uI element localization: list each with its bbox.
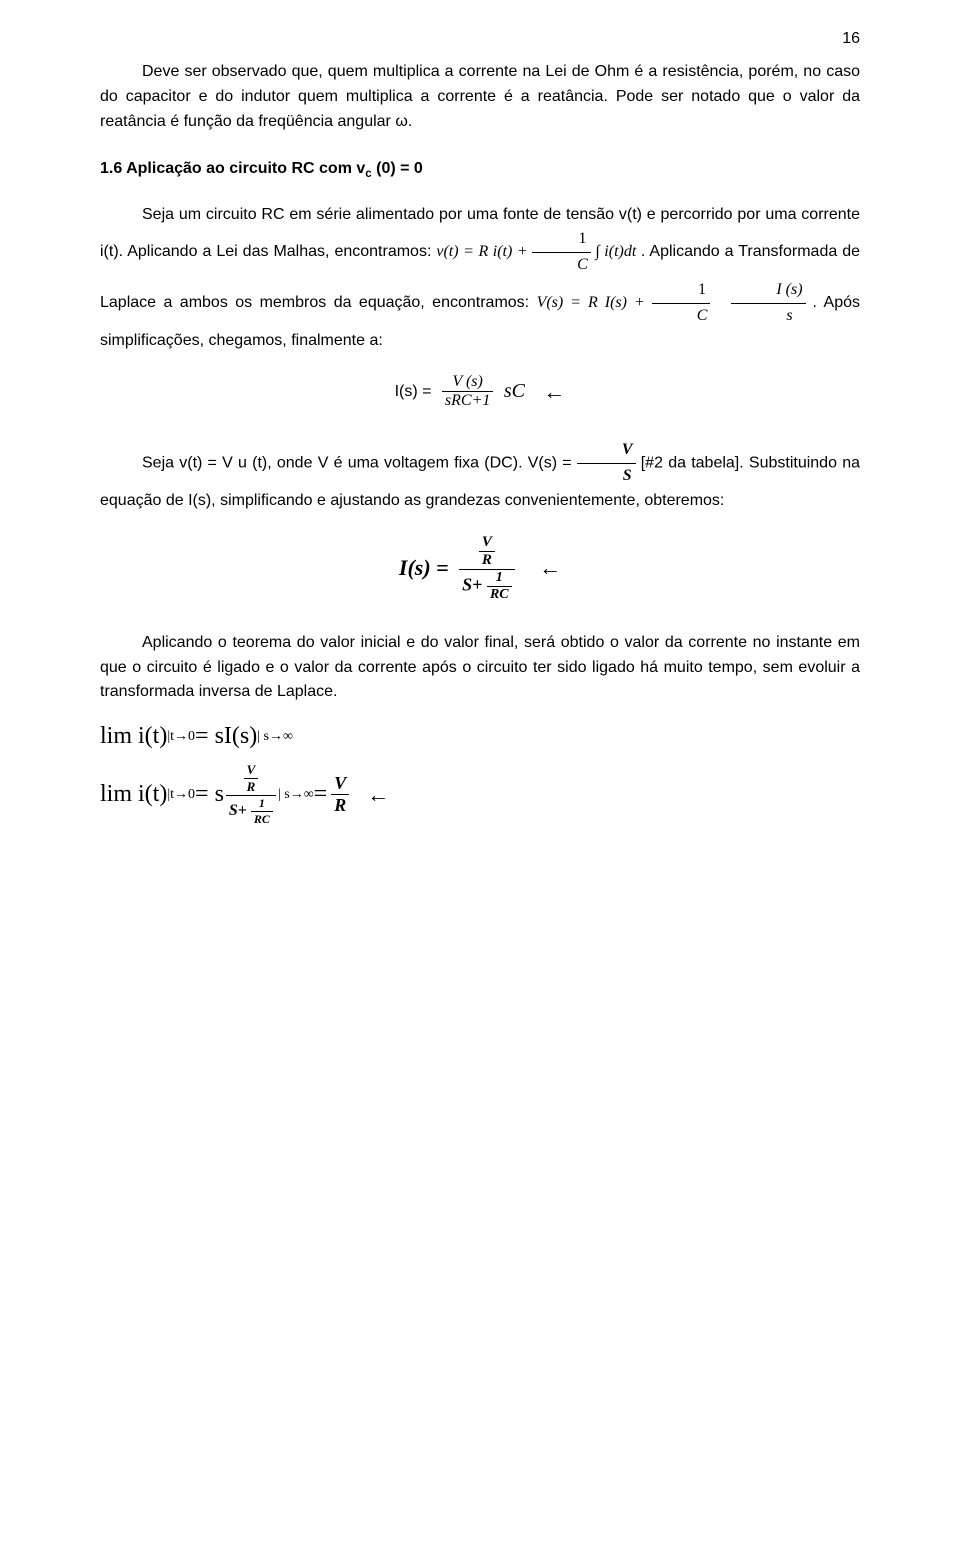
frac-den: S+ 1 RC [226, 795, 276, 827]
frac-den: RC [251, 811, 273, 827]
eq-malhas: v(t) = R i(t) + 1 C ∫ i(t)dt [436, 243, 640, 260]
eq-malhas-left: v(t) = R i(t) + [436, 243, 532, 260]
limit-line-2: lim i(t) |t→0 = s V R S+ 1 RC | s→∞ = V [100, 762, 860, 827]
eq-laplace: V(s) = R I(s) + 1 C I (s) s [537, 294, 813, 311]
lim-endsub: | s→∞ [257, 729, 293, 745]
limit-line-1: lim i(t) |t→0 = sI(s) | s→∞ [100, 723, 860, 750]
paragraph-intro: Deve ser observado que, quem multiplica … [100, 60, 860, 134]
arrow-icon: ← [543, 379, 565, 404]
frac-den: R [331, 794, 349, 816]
frac-den: C [532, 252, 591, 278]
lim-mid: = s [195, 781, 224, 808]
frac-num: 1 [532, 227, 591, 252]
paragraph-dc: Seja v(t) = V u (t), onde V é uma voltag… [100, 438, 860, 513]
den-pre: S+ [462, 574, 487, 594]
frac-num: 1 [652, 278, 711, 303]
frac-num: V R [226, 762, 276, 795]
arrow-icon: ← [539, 555, 561, 580]
lim-endsub: | s→∞ [278, 787, 314, 803]
frac-num: I (s) [731, 278, 805, 303]
frac-den: R [244, 778, 259, 795]
eq-lap-left: V(s) = R I(s) + [537, 294, 652, 311]
frac-num: V R [459, 534, 514, 569]
frac-compound-2: V R S+ 1 RC [226, 762, 276, 827]
den-pre: S+ [229, 802, 251, 819]
integral-term: ∫ i(t)dt [595, 243, 636, 260]
frac-v-over-s: V S [577, 438, 636, 489]
frac-v-over-r: V R [479, 534, 495, 569]
frac-compound: V R S+ 1 RC [459, 534, 514, 603]
frac-1-over-rc-2: 1 RC [251, 796, 273, 827]
frac-den: sRC+1 [442, 391, 493, 410]
frac-den: C [652, 303, 711, 329]
eq-left: I(s) = [395, 383, 432, 401]
frac-1-over-c-2: 1 C [652, 278, 711, 329]
section-heading: 1.6 Aplicação ao circuito RC com vc (0) … [100, 160, 860, 180]
text-seg: Seja v(t) = V u (t), onde V é uma voltag… [142, 455, 577, 472]
paragraph-derivation: Seja um circuito RC em série alimentado … [100, 203, 860, 354]
lim-sub: |t→0 [167, 729, 195, 745]
lim-eq: = [314, 781, 328, 808]
frac-num: V [331, 773, 349, 794]
frac-den: R [479, 551, 495, 569]
frac-num: 1 [487, 570, 512, 586]
frac-den: s [731, 303, 805, 329]
document-page: 16 Deve ser observado que, quem multipli… [0, 0, 960, 1558]
lim-left: lim i(t) [100, 781, 167, 808]
arrow-icon: ← [367, 782, 389, 808]
eq-tail: sC [504, 380, 525, 403]
heading-main: 1.6 Aplicação ao circuito RC com v [100, 160, 365, 177]
frac-1-over-c: 1 C [532, 227, 591, 278]
equation-is: I(s) = V (s) sRC+1 sC ← [100, 373, 860, 410]
frac-is-over-s: I (s) s [731, 278, 805, 329]
equation-big: I(s) = V R S+ 1 RC ← [100, 534, 860, 603]
heading-tail: (0) = 0 [372, 160, 423, 177]
lim-left: lim i(t) [100, 723, 167, 750]
frac-num: V [244, 762, 259, 778]
frac-den: RC [487, 586, 512, 603]
lim-sub: |t→0 [167, 787, 195, 803]
eq-left: I(s) = [399, 555, 449, 581]
frac-1-over-rc: 1 RC [487, 570, 512, 603]
frac-v-over-r-final: V R [331, 773, 349, 816]
frac-num: 1 [251, 796, 273, 811]
lim-mid: = sI(s) [195, 723, 257, 750]
page-number: 16 [842, 30, 860, 48]
frac-num: V (s) [442, 373, 493, 391]
paragraph-theorem: Aplicando o teorema do valor inicial e d… [100, 631, 860, 705]
frac-den: S [577, 463, 636, 489]
frac-v-over-r-2: V R [244, 762, 259, 795]
frac-vs-over-src: V (s) sRC+1 [442, 373, 493, 410]
frac-num: V [479, 534, 495, 551]
frac-num: V [577, 438, 636, 463]
frac-den: S+ 1 RC [459, 569, 514, 603]
